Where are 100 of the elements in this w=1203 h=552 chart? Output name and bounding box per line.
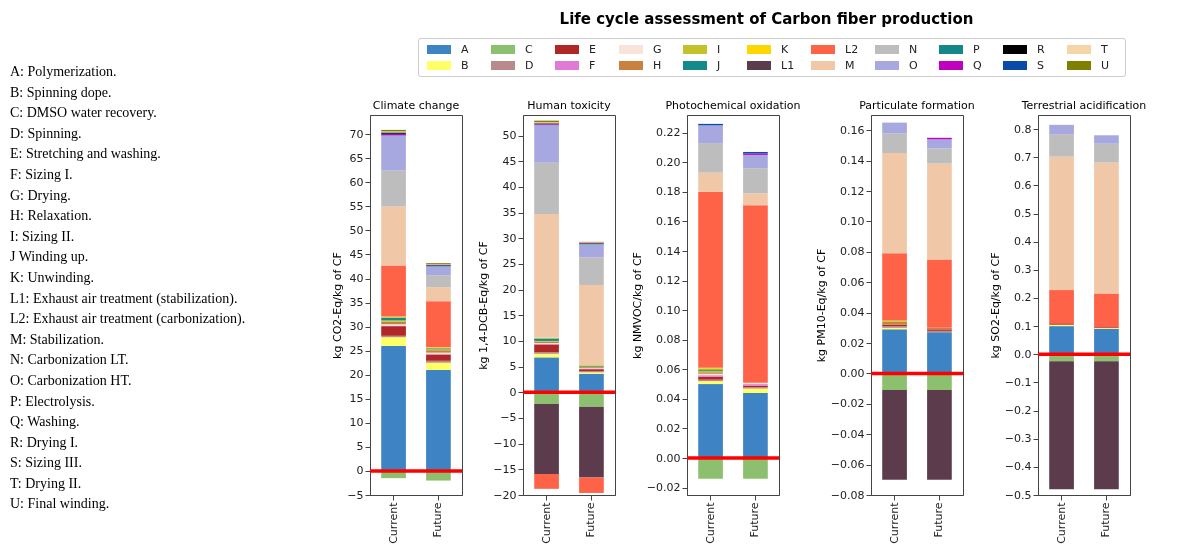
y-tick-label: 20 bbox=[349, 368, 364, 382]
legend-label: J bbox=[717, 59, 721, 72]
y-tick-label: 0.5 bbox=[1014, 207, 1032, 221]
y-tick-label: 15 bbox=[349, 392, 364, 406]
y-tick-label: 0.04 bbox=[840, 306, 865, 320]
x-tick-label: Current bbox=[386, 501, 400, 544]
y-tick-label: 0.4 bbox=[1014, 235, 1032, 249]
y-tick-label: 10 bbox=[349, 416, 364, 430]
text: H: Relaxation. bbox=[10, 207, 93, 226]
y-tick-label: 70 bbox=[349, 127, 364, 141]
y-tick-label: −0.4 bbox=[1004, 460, 1032, 474]
legend-label: E bbox=[589, 43, 596, 56]
y-tick-label: 50 bbox=[502, 129, 517, 143]
x-tick-label: Current bbox=[703, 501, 717, 544]
text: L1: Exhaust air treatment (stabilization). bbox=[10, 289, 239, 308]
y-tick-label: 0.16 bbox=[840, 123, 865, 137]
y-tick-label: 5 bbox=[356, 440, 364, 454]
x-tick-label: Current bbox=[539, 501, 553, 544]
y-tick-label: 0.00 bbox=[656, 451, 681, 465]
x-tick-label: Future bbox=[431, 502, 445, 538]
legend-label: H bbox=[653, 59, 662, 72]
x-tick-label: Current bbox=[1054, 501, 1068, 544]
y-axis-title: kg NMVOC/kg of CF bbox=[630, 252, 644, 359]
legend-label: R bbox=[1037, 43, 1045, 56]
y-axis-title: kg 1,4-DCB-Eq/kg of CF bbox=[477, 241, 491, 370]
y-tick-label: 0.02 bbox=[840, 336, 865, 350]
y-tick-label: 0.06 bbox=[656, 362, 681, 376]
y-tick-label: 60 bbox=[349, 175, 364, 189]
y-tick-label: −15 bbox=[493, 462, 517, 476]
legend-label: N bbox=[909, 43, 918, 56]
text: J Winding up. bbox=[10, 248, 90, 267]
y-tick-label: 0.10 bbox=[656, 303, 681, 317]
y-tick-label: 0.00 bbox=[840, 366, 865, 380]
text: F: Sizing I. bbox=[10, 165, 74, 184]
y-tick-label: 0.20 bbox=[656, 155, 681, 169]
y-tick-label: 55 bbox=[349, 199, 364, 213]
y-tick-label: 25 bbox=[349, 344, 364, 358]
legend-label: T bbox=[1101, 43, 1108, 56]
y-tick-label: −5 bbox=[500, 411, 517, 425]
y-tick-label: −0.3 bbox=[1004, 432, 1032, 446]
y-tick-label: −0.04 bbox=[830, 427, 865, 441]
chart-title: Particulate formation bbox=[859, 99, 975, 112]
chart-title: Human toxicity bbox=[527, 99, 612, 112]
text: R: Drying I. bbox=[10, 433, 80, 452]
text: I: Sizing II. bbox=[10, 227, 76, 246]
text: T: Drying II. bbox=[10, 474, 83, 493]
y-tick-label: 0.14 bbox=[840, 154, 865, 168]
y-tick-label: 15 bbox=[502, 308, 517, 322]
y-tick-label: 35 bbox=[502, 206, 517, 220]
y-tick-label: −0.02 bbox=[830, 397, 865, 411]
y-tick-label: 0.10 bbox=[840, 214, 865, 228]
y-tick-label: 0.7 bbox=[1014, 150, 1032, 164]
y-tick-label: 0.3 bbox=[1014, 263, 1032, 277]
y-tick-label: 0.04 bbox=[656, 392, 681, 406]
y-tick-label: −0.1 bbox=[1004, 375, 1032, 389]
y-tick-label: −10 bbox=[493, 437, 517, 451]
legend-label: U bbox=[1101, 59, 1110, 72]
y-tick-label: 0.8 bbox=[1014, 122, 1032, 136]
legend-label: O bbox=[909, 59, 918, 72]
y-tick-label: −0.02 bbox=[646, 481, 681, 495]
text: Life cycle assessment of Carbon fiber production bbox=[558, 10, 975, 28]
text: K: Unwinding. bbox=[10, 268, 95, 287]
y-tick-label: −20 bbox=[493, 488, 517, 502]
chart-title: Climate change bbox=[372, 99, 460, 112]
y-tick-label: 0.08 bbox=[656, 333, 681, 347]
y-tick-label: 45 bbox=[502, 154, 517, 168]
y-tick-label: 25 bbox=[502, 257, 517, 271]
legend-label: Q bbox=[973, 59, 982, 72]
y-tick-label: 0.02 bbox=[656, 421, 681, 435]
y-tick-label: 5 bbox=[509, 360, 517, 374]
y-axis-title: kg CO2-Eq/kg of CF bbox=[331, 252, 345, 359]
y-tick-label: 0.14 bbox=[656, 244, 681, 258]
legend-label: G bbox=[653, 43, 662, 56]
y-tick-label: 40 bbox=[502, 180, 517, 194]
y-tick-label: 65 bbox=[349, 151, 364, 165]
y-tick-label: 30 bbox=[502, 231, 517, 245]
text: G: Drying. bbox=[10, 186, 72, 205]
y-tick-label: −5 bbox=[347, 488, 364, 502]
legend-label: A bbox=[461, 43, 469, 56]
text: M: Stabilization. bbox=[10, 330, 106, 349]
y-tick-label: 45 bbox=[349, 247, 364, 261]
x-tick-label: Future bbox=[932, 502, 946, 538]
legend-label: K bbox=[781, 43, 789, 56]
y-tick-label: 0 bbox=[509, 385, 517, 399]
chart-title: Photochemical oxidation bbox=[665, 99, 801, 112]
legend-label: M bbox=[845, 59, 855, 72]
y-tick-label: 0.06 bbox=[840, 275, 865, 289]
y-tick-label: 0.08 bbox=[840, 245, 865, 259]
y-tick-label: −0.2 bbox=[1004, 404, 1032, 418]
text: C: DMSO water recovery. bbox=[10, 104, 158, 123]
text: L2: Exhaust air treatment (carbonization). bbox=[10, 310, 246, 329]
y-tick-label: 30 bbox=[349, 320, 364, 334]
text: E: Stretching and washing. bbox=[10, 145, 162, 164]
y-tick-label: −0.5 bbox=[1004, 488, 1032, 502]
x-tick-label: Future bbox=[1099, 502, 1113, 538]
chart-title: Terrestrial acidification bbox=[1020, 99, 1147, 112]
legend-label: D bbox=[525, 59, 534, 72]
text: O: Carbonization HT. bbox=[10, 371, 133, 390]
y-tick-label: 10 bbox=[502, 334, 517, 348]
y-tick-label: 0.16 bbox=[656, 214, 681, 228]
